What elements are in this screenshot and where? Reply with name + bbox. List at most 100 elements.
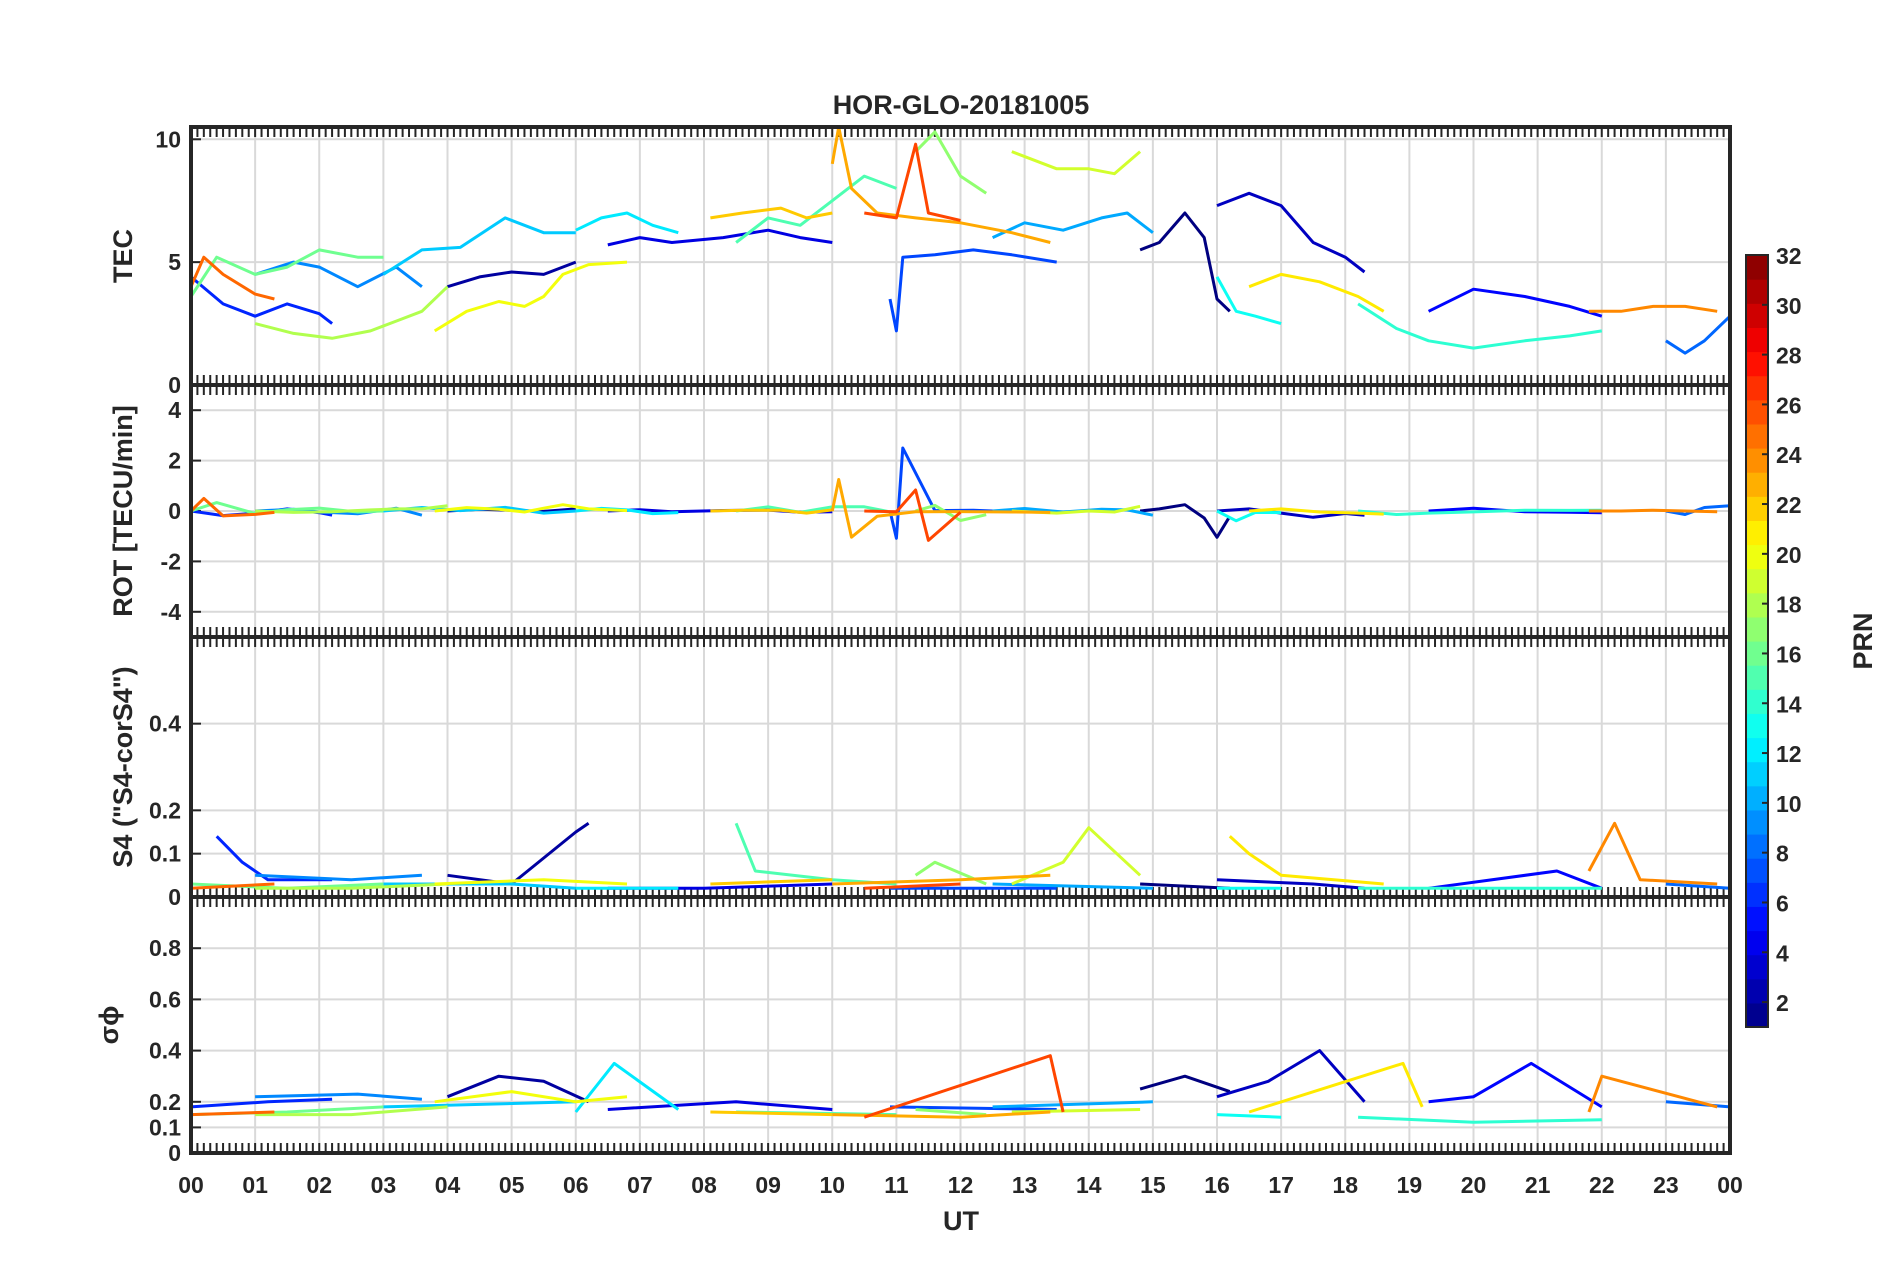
x-tick-label: 00: [178, 1172, 204, 1198]
x-tick-label: 00: [1717, 1172, 1743, 1198]
x-tick-label: 20: [1461, 1172, 1487, 1198]
tec-trace-prn-16: [189, 248, 384, 298]
s4-trace-prn-24: [1587, 821, 1718, 886]
tec-trace-prn-11: [382, 216, 576, 276]
tec-trace-prn-17: [914, 130, 988, 195]
s4-trace-prn-21: [1228, 835, 1384, 886]
colorbar-band: [1746, 689, 1768, 714]
x-tick-label: 17: [1268, 1172, 1294, 1198]
s4-trace-prn-8: [1665, 882, 1731, 890]
colorbar-tick-label: 8: [1776, 841, 1789, 867]
tec-trace-prn-9: [254, 260, 423, 289]
rot-trace-prn-15: [735, 505, 897, 515]
colorbar-tick-label: 22: [1776, 492, 1802, 518]
colorbar-band: [1746, 448, 1768, 473]
colorbar-label: PRN: [1848, 612, 1878, 669]
y-tick-label: 0: [168, 372, 181, 398]
tec-trace-prn-6: [190, 275, 334, 325]
sigma-trace-prn-17: [915, 1108, 987, 1117]
rot-trace-prn-21: [1249, 507, 1384, 516]
tec-trace-prn-14: [1357, 302, 1603, 350]
panel-tec: 0 5 10 TEC: [108, 125, 1732, 398]
colorbar-band: [1746, 713, 1768, 739]
sigma-trace-prn-13: [1216, 1113, 1282, 1119]
x-tick-label: 22: [1589, 1172, 1615, 1198]
sigma-trace-prn-4: [607, 1100, 833, 1111]
s4-trace-prn-3: [1216, 878, 1365, 890]
sigma-trace-prn-8: [1665, 1100, 1731, 1109]
rot-trace-prn-14: [1357, 508, 1602, 516]
s4-trace-prn-23: [832, 873, 1051, 886]
tec-trace-prn-19: [1011, 150, 1142, 176]
x-tick-label: 15: [1140, 1172, 1166, 1198]
colorbar-band: [1746, 375, 1768, 401]
colorbar-tick-label: 10: [1776, 791, 1802, 817]
x-tick-label: 01: [242, 1172, 268, 1198]
s4-trace-prn-22: [710, 878, 833, 886]
panel-rot: -4 -2 0 2 4 ROT [TECU/min]: [108, 383, 1732, 639]
sigma-trace-prn-18: [255, 1105, 448, 1117]
s4-trace-prn-18: [255, 882, 448, 890]
tec-trace-prn-25: [189, 255, 275, 301]
y-tick-label: 4: [168, 397, 181, 423]
colorbar-band: [1746, 1002, 1768, 1028]
sigma-trace-prn-7: [889, 1105, 1057, 1111]
tec-trace-prn-2: [447, 260, 577, 289]
rot-trace-prn-13: [1216, 509, 1282, 523]
y-axis-label-sigma: σϕ: [94, 1006, 124, 1045]
colorbar-tick-label: 32: [1776, 243, 1802, 269]
tec-trace-prn-13: [1215, 276, 1282, 326]
x-tick-label: 16: [1204, 1172, 1230, 1198]
s4-trace-prn-2: [447, 822, 590, 886]
x-tick-label: 02: [306, 1172, 332, 1198]
colorbar-band: [1746, 978, 1768, 1004]
colorbar-band: [1746, 303, 1768, 328]
x-tick-label: 08: [691, 1172, 717, 1198]
rot-trace-prn-24: [1588, 508, 1718, 514]
y-tick-label: 10: [155, 126, 181, 152]
sigma-trace-prn-24: [1587, 1074, 1718, 1113]
colorbar-band: [1746, 544, 1768, 570]
x-tick-label: 07: [627, 1172, 653, 1198]
colorbar-band: [1746, 399, 1768, 425]
panel-s4: 0 0.1 0.2 0.4 S4 ("S4-corS4"): [108, 635, 1732, 910]
y-tick-label: 0.4: [149, 711, 181, 737]
colorbar-band: [1746, 568, 1768, 594]
colorbar-tick-label: 14: [1776, 691, 1802, 717]
sigma-trace-prn-11: [383, 1100, 576, 1109]
colorbar-band: [1746, 616, 1768, 642]
tec-trace-prn-20: [433, 260, 628, 333]
chart-title: HOR-GLO-20181005: [833, 90, 1090, 120]
sigma-trace-prn-12: [574, 1061, 680, 1113]
sigma-trace-prn-22: [710, 1110, 833, 1117]
y-tick-label: -4: [161, 599, 182, 625]
colorbar-tick-label: 26: [1776, 392, 1802, 418]
sigma-trace-prn-5: [1428, 1061, 1603, 1109]
colorbar-band: [1746, 954, 1768, 980]
colorbar-tick-label: 6: [1776, 890, 1789, 916]
x-tick-label: 21: [1525, 1172, 1551, 1198]
sigma-trace-prn-14: [1358, 1115, 1602, 1124]
colorbar-frame: [1745, 254, 1769, 1028]
colorbar-band: [1746, 641, 1768, 666]
colorbar-band: [1746, 882, 1768, 907]
s4-trace-prn-6: [215, 835, 333, 882]
sigma-trace-prn-26: [863, 1054, 1065, 1119]
sigma-trace-prn-9: [255, 1092, 423, 1101]
y-tick-label: 0.1: [149, 1114, 181, 1140]
y-tick-label: 5: [168, 249, 181, 275]
x-tick-label: 09: [755, 1172, 781, 1198]
x-tick-label: 06: [563, 1172, 589, 1198]
x-tick-label: 18: [1332, 1172, 1358, 1198]
colorbar-band: [1746, 858, 1768, 883]
y-tick-label: 0.1: [149, 841, 181, 867]
x-tick-label: 04: [435, 1172, 461, 1198]
colorbar-tick-label: 16: [1776, 641, 1802, 667]
tec-trace-prn-7: [888, 248, 1057, 333]
rot-trace-prn-25: [189, 496, 275, 518]
tec-trace-prn-15: [735, 174, 897, 244]
s4-trace-prn-1: [1140, 882, 1230, 890]
sigma-trace-prn-1: [1139, 1074, 1231, 1094]
